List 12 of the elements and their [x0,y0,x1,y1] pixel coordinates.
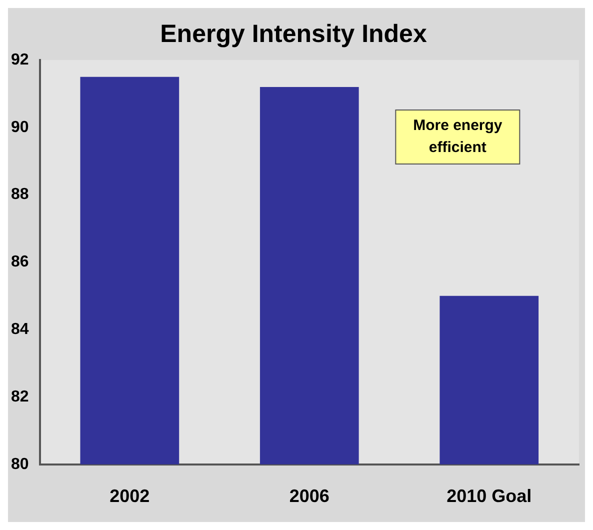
y-tick-label: 84 [11,321,29,338]
y-tick-label: 80 [11,456,29,473]
y-tick-label: 92 [11,51,29,68]
annotation: More energy efficient [413,117,503,156]
y-tick-label: 88 [11,186,29,204]
x-tick-label: 2010 Goal [446,486,532,506]
x-tick-label: 2002 [110,486,150,506]
x-tick-label: 2006 [289,486,330,506]
y-tick-label: 86 [11,254,29,271]
chart-title: Energy Intensity Index [160,20,427,48]
y-tick-label: 90 [11,118,29,136]
y-tick-label: 82 [11,388,29,406]
